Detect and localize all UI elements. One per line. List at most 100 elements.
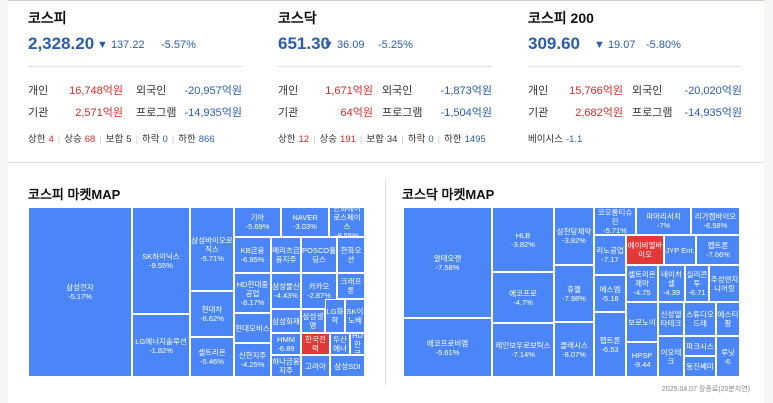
map-tile[interactable]: 주성엔지니어링	[709, 265, 740, 302]
tile-rate: -5.69%	[245, 222, 270, 231]
stat-value: -1.1	[565, 134, 583, 145]
investor-label: 기관	[278, 107, 299, 119]
map-tile[interactable]: 스튜디오드래	[684, 302, 716, 336]
map-tile[interactable]: 삼성생명	[301, 309, 325, 333]
map-tile[interactable]: 리가켐바이오 -6.58%	[691, 207, 740, 235]
map-tile[interactable]: 네이처셀 -4.39	[658, 265, 685, 302]
tile-name: LG화학	[326, 307, 344, 325]
tile-name: LG에너지솔루션	[135, 336, 187, 346]
tile-rate: -8.07%	[562, 349, 586, 359]
map-tile[interactable]: HMM -6.89	[271, 333, 301, 355]
separator: |	[401, 134, 404, 145]
map-tile[interactable]: NAVER -3.03%	[281, 207, 329, 237]
map-tile[interactable]: 현대모비스	[234, 313, 271, 343]
map-tile[interactable]: 한화오션	[337, 237, 365, 273]
map-tile[interactable]: LG화학	[325, 299, 345, 333]
map-tile[interactable]: 알테오젠 -7.58%	[403, 207, 492, 318]
tile-rate: -3.82%	[511, 239, 535, 249]
tile-name: POSCO홀딩스	[302, 246, 336, 264]
map-tile[interactable]: 에스엠 -5.18	[594, 275, 626, 312]
map-tile[interactable]: 삼성화재	[271, 309, 301, 333]
kospi-market-map: 삼성전자 -5.17% SK하이닉스 -9.55% LG에너지솔루션 -1.82% 삼성바이…	[28, 207, 365, 377]
map-tile[interactable]: SK하이닉스 -9.55%	[132, 207, 190, 314]
tile-name: 알테오젠	[433, 253, 462, 263]
map-tile[interactable]: 신한지주 -4.25%	[234, 343, 271, 377]
map-tile[interactable]: 셀트리온 -5.46%	[190, 337, 234, 377]
map-tile[interactable]: 파크시스	[684, 336, 716, 356]
tile-rate: -7.14%	[511, 350, 535, 359]
tile-name: 삼천당제약	[556, 227, 592, 236]
map-tile[interactable]: KB금융 -6.95%	[234, 237, 271, 273]
tile-name: 고려아	[305, 361, 326, 371]
map-tile[interactable]: 삼성물산 -4.43%	[271, 273, 301, 309]
map-tile[interactable]: 파마리서치 -7%	[636, 207, 691, 235]
map-tile[interactable]: 코오롱티슈진 -5.71%	[594, 207, 636, 235]
separator: |	[135, 134, 139, 145]
map-tile[interactable]: JYP Ent.	[664, 235, 696, 265]
map-tile[interactable]: 루닛 -6.	[716, 336, 740, 377]
map-tile[interactable]: HLB -3.82%	[492, 207, 554, 272]
map-tile[interactable]: 보로노이	[626, 302, 658, 342]
map-tile[interactable]: 펩트론 -6.53	[594, 312, 626, 377]
investor-label: 개인	[278, 85, 299, 97]
stat-value: 1495	[464, 134, 486, 145]
map-tile[interactable]: 크래프톤	[337, 273, 365, 299]
map-tile[interactable]: 에스티팜	[716, 302, 740, 336]
map-tile[interactable]: 삼성전자 -5.17%	[28, 207, 132, 377]
map-tile[interactable]: 레인보우로보틱스 -7.14%	[492, 323, 554, 377]
map-tile[interactable]: 한화에어로스페이스 -8.55%	[329, 207, 365, 237]
tile-name: 스튜디오드래	[686, 310, 714, 328]
map-tile[interactable]: 리노공업 -7.17	[594, 235, 626, 275]
map-tile[interactable]: 에이비엘바이오	[626, 235, 664, 265]
tile-name: 보로노이	[628, 317, 656, 327]
tile-rate: -5.61%	[435, 347, 460, 357]
kosdaq-market-map: 알테오젠 -7.58% 에코프로비엠 -5.61% HLB -3.82% 에코프로 -4.7%…	[403, 207, 740, 377]
index-name[interactable]: 코스닥	[278, 10, 317, 26]
map-tile[interactable]: 삼성SDI	[330, 355, 365, 377]
map-tile[interactable]: 에코프로 -4.7%	[492, 272, 554, 323]
tile-rate: -1.82%	[149, 345, 173, 355]
map-tile[interactable]: HD현대중공업 -8.17%	[234, 273, 271, 313]
stat-label: 하락	[407, 134, 426, 145]
investor-label: 개인	[28, 85, 49, 97]
map-tile[interactable]: 클래시스 -8.07%	[554, 322, 594, 377]
tile-name: 삼성물산	[272, 282, 300, 291]
investor-label: 프로그램	[632, 107, 673, 119]
map-tile[interactable]: 삼천당제약 -3.82%	[554, 207, 594, 265]
map-tile[interactable]: 카카오 -2.87%	[301, 273, 337, 309]
map-tile[interactable]: SK이노베	[345, 299, 365, 333]
map-tile[interactable]: 두산에너	[330, 333, 350, 355]
map-tile[interactable]: HPSP -9.44	[626, 342, 658, 377]
map-tile[interactable]: 신성델타테크	[658, 302, 684, 336]
tile-rate: -5.71%	[603, 225, 627, 235]
map-tile[interactable]: 하나금융지주	[271, 355, 301, 377]
index-name[interactable]: 코스피 200	[528, 10, 594, 26]
map-tile[interactable]: LG에너지솔루션 -1.82%	[132, 314, 190, 377]
map-tile[interactable]: 휴젤 -7.98%	[554, 265, 594, 322]
tile-name: 신한지주	[238, 351, 267, 360]
stat-value: 68	[84, 134, 96, 145]
map-tile[interactable]: 삼성바이오로직스 -5.71%	[190, 207, 234, 291]
map-tile[interactable]: 한국전력	[301, 333, 330, 355]
map-tile[interactable]: 에코프로비엠 -5.61%	[403, 318, 492, 377]
map-tile[interactable]: 기아 -5.69%	[234, 207, 281, 237]
map-tile[interactable]: 동진쎄미	[684, 356, 716, 377]
map-tile[interactable]: 실리콘투 -6.71	[685, 265, 709, 302]
tile-rate: -8.55%	[335, 231, 359, 237]
map-tile[interactable]: POSCO홀딩스	[301, 237, 337, 273]
map-tile[interactable]: 메리츠금융지주	[271, 237, 301, 273]
map-tile[interactable]: 이오테크	[658, 336, 684, 377]
index-name[interactable]: 코스피	[28, 10, 67, 26]
map-tile[interactable]: 펩트론 -7.66%	[696, 235, 740, 265]
tile-name: 파마리서치	[646, 212, 681, 221]
map-tile[interactable]: HD한국	[350, 333, 365, 355]
tile-name: 에코프로	[509, 288, 537, 298]
index-rate: -5.57%	[161, 39, 196, 51]
map-tile[interactable]: 고려아	[301, 355, 330, 377]
stat-value: 191	[340, 134, 356, 145]
map-tile[interactable]: 셀트리온제약 -4.75	[626, 265, 658, 302]
index-change: ▼ 137.22	[97, 39, 145, 51]
tile-name: 네이처셀	[661, 270, 682, 288]
map-tile[interactable]: 현대차 -6.62%	[190, 291, 234, 337]
tile-name: 파크시스	[686, 341, 714, 351]
